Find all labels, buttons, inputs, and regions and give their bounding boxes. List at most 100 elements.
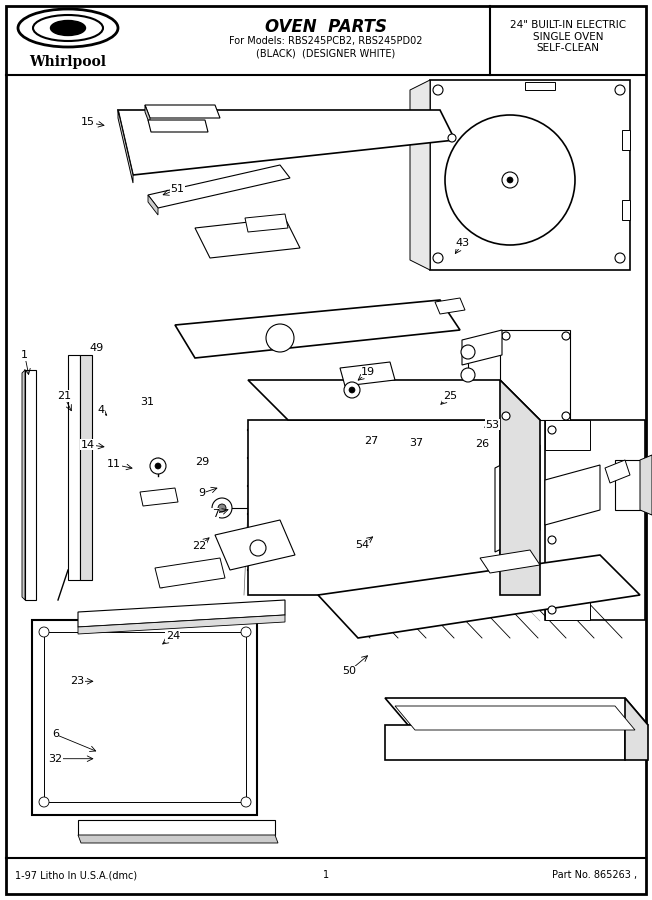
Circle shape xyxy=(562,412,570,420)
Text: OVEN  PARTS: OVEN PARTS xyxy=(265,18,387,36)
Polygon shape xyxy=(25,370,36,600)
Polygon shape xyxy=(78,600,285,627)
Circle shape xyxy=(433,85,443,95)
Polygon shape xyxy=(148,195,158,215)
Polygon shape xyxy=(118,110,133,183)
Text: Whirlpool: Whirlpool xyxy=(29,55,106,69)
Polygon shape xyxy=(605,460,630,483)
Circle shape xyxy=(349,387,355,393)
Polygon shape xyxy=(248,380,540,420)
Text: 6: 6 xyxy=(52,729,59,740)
Text: 29: 29 xyxy=(195,456,209,467)
Text: 32: 32 xyxy=(48,753,63,764)
Text: Part No. 865263 ,: Part No. 865263 , xyxy=(552,870,637,880)
Polygon shape xyxy=(175,300,460,358)
Polygon shape xyxy=(385,725,625,760)
Text: 27: 27 xyxy=(364,436,379,446)
Ellipse shape xyxy=(18,9,118,47)
Circle shape xyxy=(445,115,575,245)
Circle shape xyxy=(241,797,251,807)
Text: 7: 7 xyxy=(212,508,218,519)
Text: 21: 21 xyxy=(57,391,71,401)
Circle shape xyxy=(241,627,251,637)
Polygon shape xyxy=(145,105,150,125)
Text: 49: 49 xyxy=(89,343,104,354)
Circle shape xyxy=(39,797,49,807)
Polygon shape xyxy=(640,455,652,515)
Circle shape xyxy=(250,540,266,556)
Text: 22: 22 xyxy=(192,541,206,552)
Circle shape xyxy=(433,253,443,263)
Circle shape xyxy=(461,368,475,382)
Bar xyxy=(622,200,630,220)
Text: 14: 14 xyxy=(81,439,95,450)
Polygon shape xyxy=(148,165,290,208)
Polygon shape xyxy=(195,218,300,258)
Polygon shape xyxy=(545,420,645,620)
Polygon shape xyxy=(500,380,540,595)
Polygon shape xyxy=(245,214,288,232)
Text: (BLACK)  (DESIGNER WHITE): (BLACK) (DESIGNER WHITE) xyxy=(256,49,396,59)
Circle shape xyxy=(562,332,570,340)
Text: 26: 26 xyxy=(475,438,490,449)
Text: 11: 11 xyxy=(107,459,121,470)
Circle shape xyxy=(218,504,226,512)
Polygon shape xyxy=(80,355,92,580)
Polygon shape xyxy=(78,820,275,835)
Text: 1: 1 xyxy=(323,870,329,880)
Text: 4: 4 xyxy=(98,405,104,416)
Polygon shape xyxy=(78,835,278,843)
Circle shape xyxy=(448,134,456,142)
Circle shape xyxy=(155,463,161,469)
Circle shape xyxy=(461,345,475,359)
Text: 1-97 Litho In U.S.A.(dmc): 1-97 Litho In U.S.A.(dmc) xyxy=(15,870,137,880)
Circle shape xyxy=(39,627,49,637)
Circle shape xyxy=(548,426,556,434)
Ellipse shape xyxy=(33,15,103,41)
Circle shape xyxy=(548,536,556,544)
Bar xyxy=(44,632,246,802)
Bar xyxy=(32,620,257,815)
Text: 9: 9 xyxy=(199,488,205,499)
Polygon shape xyxy=(155,558,225,588)
Polygon shape xyxy=(480,550,540,573)
Polygon shape xyxy=(248,420,500,595)
Text: 50: 50 xyxy=(342,666,356,677)
Circle shape xyxy=(502,332,510,340)
Polygon shape xyxy=(340,362,395,386)
Text: 24: 24 xyxy=(166,631,180,642)
Circle shape xyxy=(502,172,518,188)
Circle shape xyxy=(212,498,232,518)
Polygon shape xyxy=(495,445,540,552)
Circle shape xyxy=(507,177,513,183)
Polygon shape xyxy=(500,330,570,420)
Polygon shape xyxy=(118,110,455,175)
Polygon shape xyxy=(385,698,648,725)
Bar xyxy=(622,130,630,150)
Polygon shape xyxy=(430,80,630,270)
Polygon shape xyxy=(545,570,590,620)
Polygon shape xyxy=(462,330,502,365)
Polygon shape xyxy=(625,698,648,760)
Circle shape xyxy=(344,382,360,398)
Text: 51: 51 xyxy=(170,184,185,194)
Polygon shape xyxy=(395,706,635,730)
Polygon shape xyxy=(68,355,80,580)
Polygon shape xyxy=(318,555,640,638)
Text: 31: 31 xyxy=(140,397,154,408)
Polygon shape xyxy=(22,370,25,600)
Text: 15: 15 xyxy=(81,117,95,128)
Text: 43: 43 xyxy=(456,238,470,248)
Polygon shape xyxy=(148,120,208,132)
Polygon shape xyxy=(545,465,600,525)
Circle shape xyxy=(266,324,294,352)
Text: 1: 1 xyxy=(22,350,28,361)
Circle shape xyxy=(548,606,556,614)
Text: 37: 37 xyxy=(409,437,423,448)
Text: 25: 25 xyxy=(443,391,457,401)
Circle shape xyxy=(502,412,510,420)
Circle shape xyxy=(150,458,166,474)
Polygon shape xyxy=(78,615,285,634)
Polygon shape xyxy=(410,80,430,270)
Polygon shape xyxy=(545,420,590,450)
